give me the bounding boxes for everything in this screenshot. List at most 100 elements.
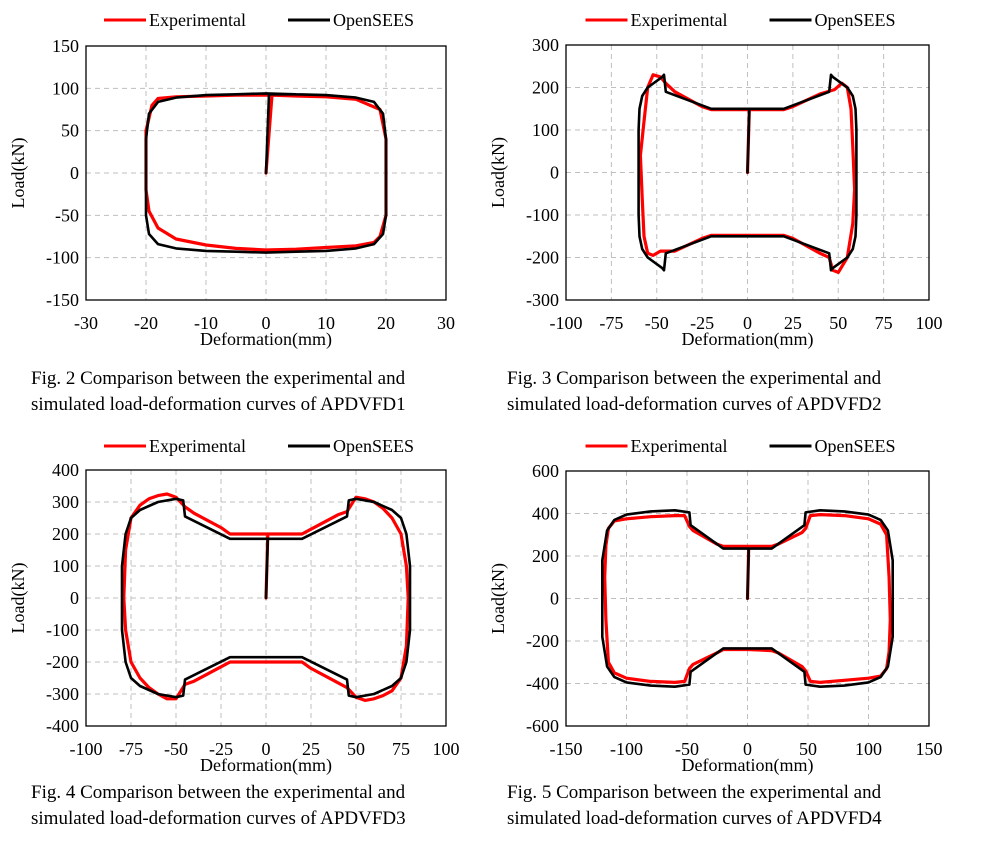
x-tick-label: 100 xyxy=(433,739,460,759)
legend-experimental-label: Experimental xyxy=(149,436,246,456)
y-tick-label: 50 xyxy=(61,121,79,141)
x-tick-label: -10 xyxy=(194,313,218,333)
caption-line-2: simulated load-deformation curves of APD… xyxy=(31,394,406,415)
caption-line-1: Fig. 3 Comparison between the experiment… xyxy=(507,368,882,389)
x-axis-title: Deformation(mm) xyxy=(682,755,814,776)
figure-3-caption: Fig. 3 Comparison between the experiment… xyxy=(507,366,882,418)
x-tick-label: 0 xyxy=(262,313,271,333)
y-tick-label: 0 xyxy=(70,588,79,608)
x-tick-label: 150 xyxy=(916,739,943,759)
x-tick-label: 50 xyxy=(829,313,847,333)
x-axis-title: Deformation(mm) xyxy=(682,329,814,350)
y-tick-label: -100 xyxy=(526,205,559,225)
chart-2: -100 -75 -50 -25 0 25 50 75 100 -300 -200 -100 0 100 2… xyxy=(488,10,943,350)
y-tick-label: 300 xyxy=(532,35,559,55)
x-tick-label: 25 xyxy=(784,313,802,333)
plot-frame xyxy=(85,469,447,727)
y-tick-label: -200 xyxy=(526,248,559,268)
x-tick-label: 10 xyxy=(317,313,335,333)
x-tick-label: -100 xyxy=(550,313,583,333)
x-axis-title: Deformation(mm) xyxy=(200,329,332,350)
caption-line-1: Fig. 5 Comparison between the experiment… xyxy=(507,782,882,803)
caption-line-1: Fig. 4 Comparison between the experiment… xyxy=(31,782,406,803)
caption-line-2: simulated load-deformation curves of APD… xyxy=(507,808,882,829)
legend-opensees-label: OpenSEES xyxy=(333,436,414,456)
legend-opensees-label: OpenSEES xyxy=(333,10,414,30)
x-tick-label: 20 xyxy=(377,313,395,333)
opensees-series-line xyxy=(120,497,412,699)
caption-line-2: simulated load-deformation curves of APD… xyxy=(31,808,406,829)
y-tick-label: 300 xyxy=(52,492,79,512)
y-tick-label: -400 xyxy=(526,674,559,694)
chart-4: -150 -100 -50 0 50 100 150 -600 -400 -200 0 200 400 6… xyxy=(488,436,943,776)
y-tick-label: -200 xyxy=(526,631,559,651)
opensees-series-line xyxy=(600,508,895,689)
x-tick-label: -25 xyxy=(690,313,714,333)
x-tick-label: 0 xyxy=(262,739,271,759)
x-tick-label: 50 xyxy=(347,739,365,759)
x-tick-label: 25 xyxy=(302,739,320,759)
y-axis-title: Load(kN) xyxy=(488,137,509,208)
y-tick-label: 400 xyxy=(52,460,79,480)
x-tick-label: -75 xyxy=(119,739,143,759)
legend-experimental-label: Experimental xyxy=(149,10,246,30)
opensees-series-line xyxy=(637,73,858,272)
figure-4-caption: Fig. 4 Comparison between the experiment… xyxy=(31,780,406,832)
y-tick-label: 100 xyxy=(532,120,559,140)
y-tick-label: 200 xyxy=(532,546,559,566)
x-tick-label: -100 xyxy=(610,739,643,759)
x-tick-label: 100 xyxy=(916,313,943,333)
y-tick-label: 150 xyxy=(52,36,79,56)
x-tick-label: -50 xyxy=(645,313,669,333)
y-tick-label: -200 xyxy=(46,652,79,672)
x-tick-label: 0 xyxy=(743,739,752,759)
plot-frame xyxy=(85,45,447,301)
y-tick-label: 400 xyxy=(532,504,559,524)
y-axis-title: Load(kN) xyxy=(8,138,29,209)
x-tick-label: -50 xyxy=(675,739,699,759)
legend-experimental-label: Experimental xyxy=(631,436,728,456)
x-tick-label: 100 xyxy=(855,739,882,759)
x-tick-label: 50 xyxy=(799,739,817,759)
y-tick-label: -600 xyxy=(526,716,559,736)
y-tick-label: -400 xyxy=(46,716,79,736)
x-tick-label: -20 xyxy=(134,313,158,333)
y-tick-label: 100 xyxy=(52,556,79,576)
y-tick-label: -100 xyxy=(46,248,79,268)
y-axis-title: Load(kN) xyxy=(8,563,29,634)
x-tick-label: 75 xyxy=(875,313,893,333)
x-tick-label: -100 xyxy=(70,739,103,759)
y-axis-title: Load(kN) xyxy=(488,563,509,634)
figure-2-caption: Fig. 2 Comparison between the experiment… xyxy=(31,366,406,418)
x-tick-label: -75 xyxy=(599,313,623,333)
legend-opensees-label: OpenSEES xyxy=(815,436,896,456)
experimental-series-line xyxy=(144,93,388,252)
y-tick-label: -300 xyxy=(46,684,79,704)
x-tick-label: 30 xyxy=(437,313,455,333)
y-tick-label: 0 xyxy=(550,163,559,183)
plot-frame xyxy=(565,44,930,301)
y-tick-label: 100 xyxy=(52,78,79,98)
chart-3: -100 -75 -50 -25 0 25 50 75 100 -400 -300 -200 -100 0… xyxy=(8,436,460,776)
x-tick-label: -25 xyxy=(209,739,233,759)
y-tick-label: 0 xyxy=(70,163,79,183)
y-tick-label: -300 xyxy=(526,290,559,310)
x-tick-label: -50 xyxy=(164,739,188,759)
y-tick-label: 0 xyxy=(550,589,559,609)
legend-opensees-label: OpenSEES xyxy=(815,10,896,30)
plot-frame xyxy=(565,470,930,727)
caption-line-2: simulated load-deformation curves of APD… xyxy=(507,394,882,415)
chart-1: -30 -20 -10 0 10 20 30-150-100-50050100150Defo… xyxy=(8,10,455,350)
figure-5-caption: Fig. 5 Comparison between the experiment… xyxy=(507,780,882,832)
y-tick-label: -150 xyxy=(46,290,79,310)
x-axis-title: Deformation(mm) xyxy=(200,755,332,776)
y-tick-label: 200 xyxy=(532,78,559,98)
y-tick-label: -100 xyxy=(46,620,79,640)
y-tick-label: -50 xyxy=(55,205,79,225)
y-tick-label: 200 xyxy=(52,524,79,544)
y-tick-label: 600 xyxy=(532,461,559,481)
opensees-series-line xyxy=(144,92,388,254)
legend-experimental-label: Experimental xyxy=(631,10,728,30)
x-tick-label: 75 xyxy=(392,739,410,759)
